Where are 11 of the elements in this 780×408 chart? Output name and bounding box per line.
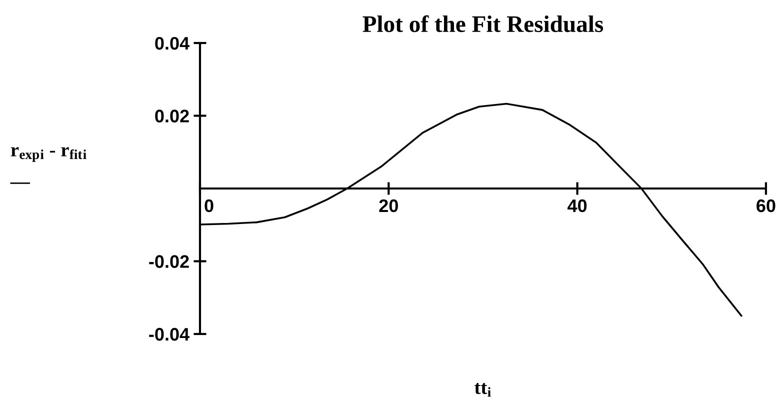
chart-title: Plot of the Fit Residuals [362, 15, 604, 32]
y-tick-label: -0.04 [149, 328, 190, 341]
x-tick-label: 40 [568, 199, 587, 212]
x-tick-label: 60 [756, 199, 776, 212]
x-tick-label: 20 [379, 199, 398, 212]
x-tick-label: 0 [204, 199, 214, 212]
x-axis-title: tt$_{i}$ [474, 382, 491, 397]
text: r$_{expi}$ - r$_{fiti}$ — [10, 147, 86, 184]
y-tick-label: 0.02 [155, 110, 189, 122]
y-tick-label: 0.04 [155, 36, 190, 50]
y-tick-label: -0.02 [149, 255, 189, 268]
